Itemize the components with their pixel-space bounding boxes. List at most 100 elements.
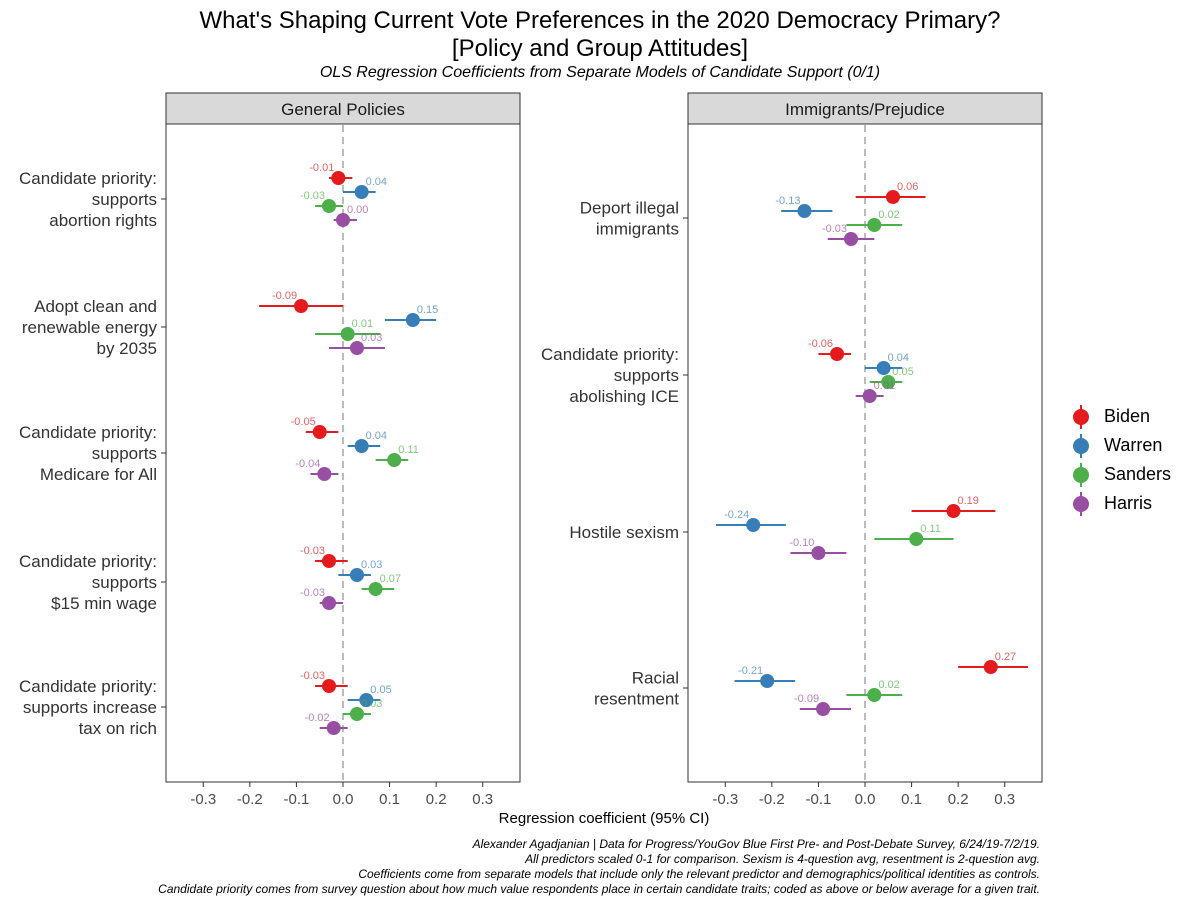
y-category-label-adopt-clean-and-renewable-energy-by-2035: renewable energy: [22, 318, 158, 337]
data-label-warren-hostile-sexism: -0.24: [724, 509, 749, 521]
point-biden-candidate-priority-supports-abolishing-ice: [830, 347, 845, 361]
y-category-label-racial-resentment: resentment: [594, 690, 679, 709]
point-harris-adopt-clean-and-renewable-energy-by-2035: [349, 341, 364, 355]
y-category-label-candidate-priority-supports-medicare-for-all: supports: [92, 444, 157, 463]
legend-item-harris: Harris: [1068, 489, 1171, 518]
data-label-harris-candidate-priority-supports-abolishing-ice: 0.01: [874, 380, 895, 392]
data-label-sanders-deport-illegal-immigrants: 0.02: [878, 209, 899, 221]
data-label-warren-candidate-priority-supports-15-min-wage: 0.03: [361, 559, 382, 571]
y-category-label-candidate-priority-supports-15-min-wage: Candidate priority:: [19, 552, 157, 571]
y-category-label-deport-illegal-immigrants: Deport illegal: [580, 199, 679, 218]
x-tick-label: 0.0: [333, 791, 354, 808]
point-warren-adopt-clean-and-renewable-energy-by-2035: [405, 313, 420, 327]
data-label-warren-candidate-priority-supports-increase-tax-on-rich: 0.05: [370, 684, 391, 696]
y-category-label-hostile-sexism: Hostile sexism: [569, 523, 679, 542]
data-label-biden-adopt-clean-and-renewable-energy-by-2035: -0.09: [272, 290, 297, 302]
legend-item-biden: Biden: [1068, 402, 1171, 431]
data-label-harris-candidate-priority-supports-medicare-for-all: -0.04: [295, 458, 320, 470]
point-biden-deport-illegal-immigrants: [885, 190, 900, 204]
point-biden-candidate-priority-supports-medicare-for-all: [312, 425, 327, 439]
y-category-label-deport-illegal-immigrants: immigrants: [596, 220, 679, 239]
y-category-label-candidate-priority-supports-medicare-for-all: Medicare for All: [40, 465, 157, 484]
point-sanders-adopt-clean-and-renewable-energy-by-2035: [340, 327, 355, 341]
data-label-harris-adopt-clean-and-renewable-energy-by-2035: 0.03: [361, 332, 382, 344]
y-category-label-candidate-priority-supports-abolishing-ice: Candidate priority:: [541, 345, 679, 364]
point-sanders-racial-resentment: [867, 688, 882, 702]
data-label-warren-candidate-priority-supports-medicare-for-all: 0.04: [366, 430, 387, 442]
legend-label-harris: Harris: [1104, 493, 1152, 513]
x-tick-label: 0.0: [855, 791, 876, 808]
y-category-label-candidate-priority-supports-15-min-wage: $15 min wage: [51, 594, 157, 613]
chart-subtitle: OLS Regression Coefficients from Separat…: [319, 64, 881, 81]
point-warren-candidate-priority-supports-abolishing-ice: [876, 361, 891, 375]
data-label-harris-candidate-priority-supports-increase-tax-on-rich: -0.02: [305, 712, 330, 724]
legend-label-sanders: Sanders: [1104, 464, 1172, 484]
x-tick-label: -0.1: [805, 791, 831, 808]
point-warren-candidate-priority-supports-abortion-rights: [354, 185, 369, 199]
y-category-label-candidate-priority-supports-abortion-rights: supports: [92, 190, 157, 209]
data-label-biden-candidate-priority-supports-abortion-rights: -0.01: [309, 162, 334, 174]
data-label-harris-racial-resentment: -0.09: [794, 693, 819, 705]
legend-key-harris: [1068, 491, 1094, 517]
chart-title-line1: What's Shaping Current Vote Preferences …: [199, 7, 1001, 34]
facet-strip: [165, 92, 521, 125]
x-tick-label: -0.3: [190, 791, 216, 808]
chart-title-line2: [Policy and Group Attitudes]: [451, 35, 749, 62]
y-category-label-candidate-priority-supports-medicare-for-all: Candidate priority:: [19, 423, 157, 442]
x-tick-label: -0.1: [283, 791, 309, 808]
point-harris-hostile-sexism: [811, 546, 826, 560]
y-category-label-candidate-priority-supports-abortion-rights: abortion rights: [49, 211, 157, 230]
data-label-sanders-racial-resentment: 0.02: [878, 679, 899, 691]
point-warren-deport-illegal-immigrants: [797, 204, 812, 218]
data-label-warren-deport-illegal-immigrants: -0.13: [775, 195, 800, 207]
caption-line-1: Alexander Agadjanian | Data for Progress…: [472, 837, 1040, 851]
point-sanders-hostile-sexism: [909, 532, 924, 546]
x-tick-label: 0.1: [379, 791, 400, 808]
x-tick-label: -0.2: [237, 791, 263, 808]
point-warren-candidate-priority-supports-increase-tax-on-rich: [359, 693, 374, 707]
legend-key-sanders: [1068, 462, 1094, 488]
y-category-label-candidate-priority-supports-increase-tax-on-rich: Candidate priority:: [19, 677, 157, 696]
legend-key-warren: [1068, 433, 1094, 459]
point-harris-candidate-priority-supports-abortion-rights: [336, 213, 350, 227]
y-category-label-candidate-priority-supports-abolishing-ice: abolishing ICE: [569, 387, 679, 406]
data-label-warren-adopt-clean-and-renewable-energy-by-2035: 0.15: [417, 304, 438, 316]
legend-item-sanders: Sanders: [1068, 460, 1171, 489]
data-label-biden-hostile-sexism: 0.19: [958, 495, 979, 507]
point-sanders-candidate-priority-supports-abortion-rights: [322, 199, 337, 213]
x-tick-label: 0.2: [948, 791, 969, 808]
caption-line-3: Coefficients come from separate models t…: [358, 867, 1040, 881]
point-biden-hostile-sexism: [946, 504, 961, 518]
x-tick-label: 0.3: [472, 791, 493, 808]
point-warren-racial-resentment: [760, 674, 775, 688]
legend-key-biden: [1068, 404, 1094, 430]
facet-title: Immigrants/Prejudice: [785, 100, 945, 119]
data-label-sanders-candidate-priority-supports-15-min-wage: 0.07: [380, 573, 401, 585]
data-label-harris-deport-illegal-immigrants: -0.03: [822, 223, 847, 235]
x-tick-label: -0.2: [759, 791, 785, 808]
facet-title: General Policies: [281, 100, 405, 119]
y-category-label-racial-resentment: Racial: [632, 669, 679, 688]
data-label-harris-hostile-sexism: -0.10: [789, 537, 814, 549]
y-category-label-candidate-priority-supports-abortion-rights: Candidate priority:: [19, 169, 157, 188]
point-biden-candidate-priority-supports-abortion-rights: [331, 171, 346, 185]
caption-line-4: Candidate priority comes from survey que…: [158, 882, 1040, 896]
x-tick-label: 0.1: [901, 791, 922, 808]
point-harris-candidate-priority-supports-abolishing-ice: [862, 389, 877, 403]
data-label-sanders-candidate-priority-supports-medicare-for-all: 0.11: [398, 444, 419, 456]
data-label-harris-candidate-priority-supports-15-min-wage: -0.03: [300, 587, 325, 599]
x-tick-label: 0.3: [994, 791, 1015, 808]
y-category-label-adopt-clean-and-renewable-energy-by-2035: by 2035: [97, 339, 158, 358]
legend-item-warren: Warren: [1068, 431, 1171, 460]
point-harris-candidate-priority-supports-15-min-wage: [322, 596, 337, 610]
point-biden-racial-resentment: [983, 660, 998, 674]
data-label-sanders-candidate-priority-supports-increase-tax-on-rich: 0.03: [361, 698, 382, 710]
point-harris-candidate-priority-supports-medicare-for-all: [317, 467, 332, 481]
data-label-biden-candidate-priority-supports-increase-tax-on-rich: -0.03: [300, 670, 325, 682]
legend-label-biden: Biden: [1104, 406, 1151, 426]
point-sanders-candidate-priority-supports-increase-tax-on-rich: [349, 707, 364, 721]
point-warren-candidate-priority-supports-medicare-for-all: [354, 439, 369, 453]
data-label-biden-racial-resentment: 0.27: [995, 651, 1016, 663]
data-label-sanders-hostile-sexism: 0.11: [920, 523, 941, 535]
